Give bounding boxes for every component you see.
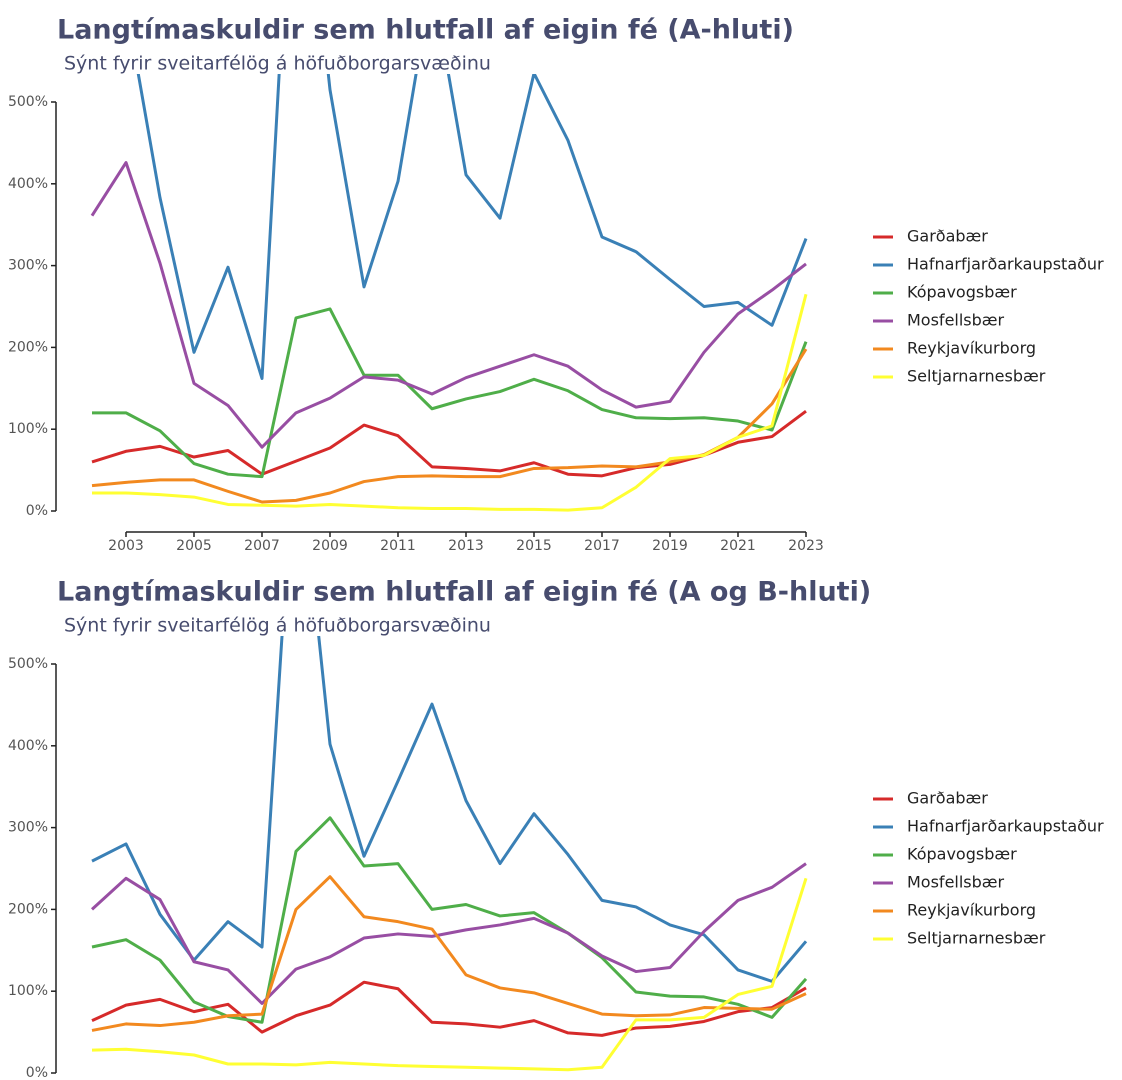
- x-tick-label: 2007: [244, 538, 280, 554]
- series-line: [91, 410, 807, 478]
- series-line: [90, 161, 807, 449]
- x-tick-label: 2011: [380, 538, 416, 554]
- legend-label: Seltjarnarnesbær: [907, 367, 1046, 386]
- y-tick-label: 200%: [8, 339, 48, 355]
- x-tick-label: 2009: [312, 538, 348, 554]
- series-line: [91, 636, 808, 983]
- legend-label: Hafnarfjarðarkaupstaður: [907, 817, 1104, 836]
- x-tick-label: 2021: [720, 538, 756, 554]
- y-tick-label: 0%: [26, 503, 48, 519]
- x-tick-label: 2017: [584, 538, 620, 554]
- legend-label: Reykjavíkurborg: [907, 901, 1036, 920]
- legend-label: Hafnarfjarðarkaupstaður: [907, 255, 1104, 274]
- y-tick-label: 500%: [8, 656, 48, 672]
- series-line: [91, 877, 808, 1072]
- y-tick-label: 100%: [8, 983, 48, 999]
- chart: Langtímaskuldir sem hlutfall af eigin fé…: [8, 15, 1104, 555]
- legend-label: Mosfellsbær: [907, 873, 1005, 892]
- series-line: [90, 862, 807, 1005]
- legend-label: Seltjarnarnesbær: [907, 929, 1046, 948]
- x-tick-label: 2019: [652, 538, 688, 554]
- y-tick-label: 0%: [26, 1065, 48, 1080]
- legend-label: Reykjavíkurborg: [907, 339, 1036, 358]
- series-line: [91, 875, 807, 1032]
- chart-title: Langtímaskuldir sem hlutfall af eigin fé…: [57, 577, 871, 608]
- x-tick-label: 2003: [108, 538, 144, 554]
- y-tick-label: 300%: [8, 820, 48, 836]
- x-tick-label: 2013: [448, 538, 484, 554]
- y-tick-label: 400%: [8, 176, 48, 192]
- lines: [90, 636, 808, 1072]
- chart-title: Langtímaskuldir sem hlutfall af eigin fé…: [57, 15, 794, 46]
- lines: [90, 74, 808, 512]
- legend-label: Kópavogsbær: [907, 845, 1017, 864]
- y-tick-label: 100%: [8, 421, 48, 437]
- series-line: [91, 348, 808, 504]
- x-tick-label: 2023: [788, 538, 824, 554]
- x-tick-label: 2015: [516, 538, 552, 554]
- x-tick-label: 2005: [176, 538, 212, 554]
- legend-label: Garðabær: [907, 789, 988, 808]
- chart-subtitle: Sýnt fyrir sveitarfélög á höfuðborgarsvæ…: [64, 53, 491, 75]
- series-line: [136, 74, 808, 380]
- series-line: [91, 816, 808, 1024]
- legend-label: Kópavogsbær: [907, 283, 1017, 302]
- y-tick-label: 200%: [8, 901, 48, 917]
- chart: Langtímaskuldir sem hlutfall af eigin fé…: [8, 577, 1104, 1080]
- y-tick-label: 300%: [8, 258, 48, 274]
- chart-subtitle: Sýnt fyrir sveitarfélög á höfuðborgarsvæ…: [64, 615, 491, 637]
- y-tick-label: 400%: [8, 738, 48, 754]
- legend-label: Mosfellsbær: [907, 311, 1005, 330]
- legend-label: Garðabær: [907, 227, 988, 246]
- series-line: [92, 293, 808, 512]
- series-line: [92, 307, 808, 479]
- y-tick-label: 500%: [8, 94, 48, 110]
